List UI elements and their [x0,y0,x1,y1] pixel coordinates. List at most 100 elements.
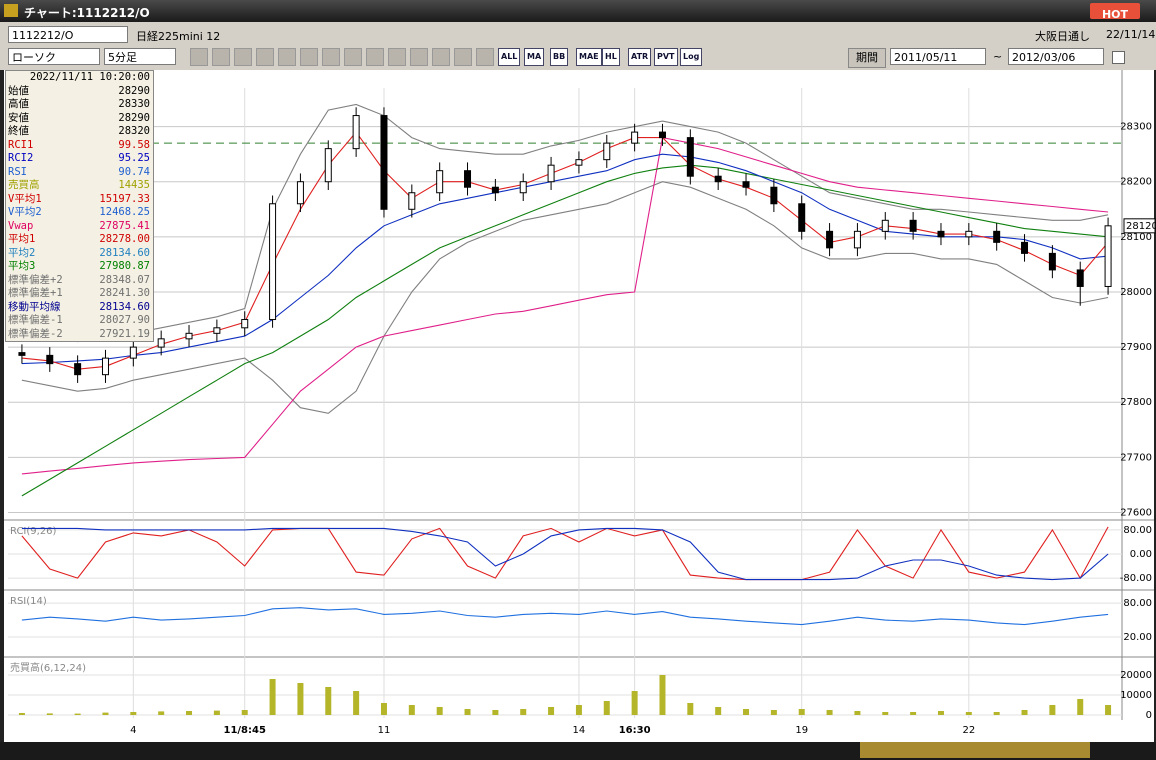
volume-bar [770,710,777,715]
y-tick-label: 28000 [1120,287,1152,298]
volume-bar [603,701,610,715]
info-label: RCI1 [8,138,34,151]
volume-bar [520,709,527,715]
x-tick-label: 11/8:45 [223,725,265,736]
candle-body [631,131,639,144]
info-row: V平均2 12468.25 [6,206,153,220]
tool-icon [388,48,406,66]
y-tick-label: 28200 [1120,177,1152,188]
from-date[interactable]: 2011/05/11 [890,48,986,65]
to-date[interactable]: 2012/03/06 [1008,48,1104,65]
y-tick-label: 80.00 [1123,525,1152,536]
tool-button[interactable]: ATR [628,48,652,66]
indicator-line [21,131,1109,370]
last-price-label: 28120 [1126,221,1156,232]
candle-body [1021,241,1029,254]
tool-button[interactable]: BB [550,48,569,66]
info-label: 終値 [8,125,29,137]
y-tick-label: 0 [1146,710,1152,721]
x-tick-label: 4 [130,725,136,736]
tool-icon [300,48,318,66]
interval-combo[interactable]: 5分足 [104,48,176,65]
panel-title: RCI(9,26) [10,526,57,537]
tool-button[interactable]: Log [680,48,703,66]
volume-bar [269,679,276,715]
x-tick-label: 16:30 [619,725,651,736]
volume-bar [408,705,415,715]
y-tick-label: 80.00 [1123,598,1152,609]
candle-body [324,148,332,183]
tool-button[interactable]: ALL [498,48,521,66]
info-value: 28134.60 [99,246,150,259]
volume-bar [325,687,332,715]
hot-label: HOT [1101,8,1129,21]
tool-button-label: HL [605,52,617,61]
candle-body [157,338,165,348]
info-row: 平均3 27980.87 [6,260,153,274]
tool-icon [212,48,230,66]
volume-bar [46,713,53,715]
info-label: RSI [8,165,27,178]
info-label: 売買高 [8,179,40,191]
tool-icon [278,48,296,66]
hot-button[interactable]: HOT [1090,3,1140,21]
info-value: 27980.87 [99,260,150,272]
info-row: 高値 28330 [6,98,153,112]
period-button[interactable]: 期間 [848,48,886,68]
panel-title: RSI(14) [10,596,47,607]
volume-bar [854,711,861,715]
tool-icon [410,48,428,66]
panel-title: 売買高(6,12,24) [10,661,86,674]
symbol-combo[interactable]: 1112212/O [8,26,128,43]
info-value: 27921.19 [99,327,150,340]
candle-body [213,327,221,334]
info-row: 標準偏差-2 27921.19 [6,328,153,342]
tool-button-label: MAE [579,52,599,61]
volume-bar [715,707,722,715]
candle-body [436,170,444,194]
candle-body [491,186,499,194]
candle-body [575,159,583,166]
candle-body [686,137,694,177]
from-text: 2011/05/11 [894,51,958,64]
volume-bar [631,691,638,715]
info-label: RCI2 [8,152,34,164]
info-row: Vwap 27875.41 [6,220,153,234]
candle-body [826,230,834,249]
x-tick-label: 22 [962,725,975,736]
candle-body [46,354,54,365]
info-datetime: 2022/11/11 10:20:00 [29,71,150,83]
info-value: 27875.41 [99,219,150,232]
info-label: 標準偏差+1 [8,287,63,299]
candle-body [993,230,1001,243]
tool-button-label: Log [683,52,700,61]
chart-kind-combo[interactable]: ローソク [8,48,100,65]
candle-body [101,357,109,376]
tool-icon [190,48,208,66]
x-tick-label: 11 [378,725,391,736]
indicator-line [21,164,1109,497]
info-value: 14435 [118,179,150,191]
info-row: 標準偏差+2 28348.07 [6,274,153,288]
tool-button[interactable]: MA [524,48,545,66]
tool-button[interactable]: HL [602,48,620,66]
candle-body [770,186,778,205]
tool-button[interactable]: PVT [654,48,678,66]
info-label: V平均1 [8,192,42,205]
tool-icon [344,48,362,66]
volume-bar [353,691,360,715]
info-row: RCI1 99.58 [6,139,153,153]
candle-body [296,181,304,205]
info-panel: 2022/11/11 10:20:00 始値 28290 高値 28330 安値 28290… [5,70,154,342]
info-value: 28290 [118,111,150,124]
x-tick-label: 14 [573,725,586,736]
checkbox[interactable] [1112,51,1125,64]
indicator-line [21,153,1109,365]
y-tick-label: 28100 [1120,232,1152,243]
info-value: 28241.30 [99,287,150,299]
tool-button[interactable]: MAE [576,48,602,66]
info-label: 高値 [8,98,29,110]
info-value: 28348.07 [99,273,150,286]
info-value: 28278.00 [99,233,150,245]
scroll-thumb[interactable] [860,742,1090,758]
